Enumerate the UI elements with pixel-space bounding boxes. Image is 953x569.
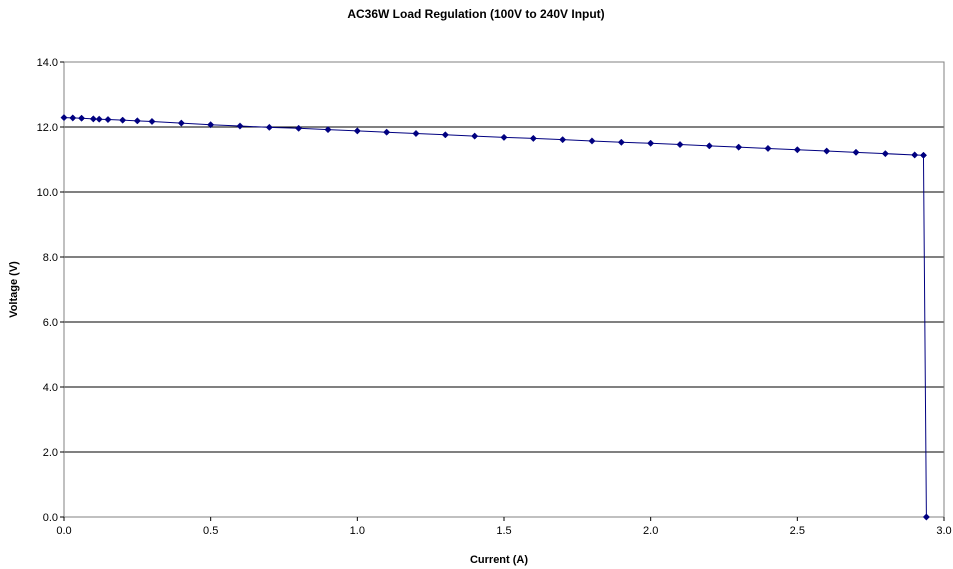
data-point (177, 119, 185, 127)
y-tick-label: 4.0 (43, 382, 58, 394)
data-point (881, 150, 889, 158)
x-tick-label: 1.5 (496, 525, 511, 537)
data-point (922, 513, 930, 521)
data-point (78, 114, 86, 122)
data-point (207, 121, 215, 129)
series-points (60, 114, 930, 521)
plot-area-frame (63, 61, 945, 518)
data-point (852, 148, 860, 156)
data-point (588, 137, 596, 145)
x-tick-label: 2.0 (643, 525, 658, 537)
y-axis-label: Voltage (V) (8, 261, 20, 318)
data-point (236, 122, 244, 130)
data-point (676, 140, 684, 149)
x-tick-label: 0.0 (56, 525, 71, 537)
data-point (647, 139, 655, 147)
data-point (529, 134, 537, 142)
data-point (471, 132, 479, 140)
y-tick-label: 12.0 (37, 122, 58, 134)
data-point (324, 126, 332, 134)
y-tick-label: 6.0 (43, 317, 58, 329)
data-point (295, 124, 303, 132)
x-tick-label: 1.0 (350, 525, 365, 537)
chart-title: AC36W Load Regulation (100V to 240V Inpu… (347, 7, 604, 21)
y-tick-label: 14.0 (37, 57, 58, 69)
data-point (104, 115, 112, 124)
x-axis-label: Current (A) (470, 554, 528, 566)
data-point (441, 131, 449, 139)
data-point (500, 133, 508, 141)
data-point (911, 151, 919, 159)
series-line (63, 117, 927, 518)
data-point (69, 114, 77, 122)
data-point (353, 127, 361, 135)
data-point (265, 123, 273, 131)
x-tick-label: 2.5 (790, 525, 805, 537)
y-tick-label: 10.0 (37, 187, 58, 199)
x-tick-label: 0.5 (203, 525, 218, 537)
data-point (60, 114, 68, 122)
data-point (705, 142, 713, 150)
data-point (133, 117, 141, 125)
data-point (764, 144, 772, 153)
data-point (793, 146, 801, 154)
data-point (148, 117, 156, 126)
data-point (89, 115, 97, 123)
y-tick-label: 0.0 (43, 512, 58, 524)
y-axis-ticks: 0.0 2.0 4.0 6.0 8.0 10.0 12.0 14.0 (37, 57, 64, 524)
x-axis-ticks: 0.0 0.5 1.0 1.5 2.0 2.5 3.0 (56, 517, 952, 537)
data-point (617, 138, 625, 146)
y-tick-label: 2.0 (43, 447, 58, 459)
data-point (559, 136, 567, 144)
data-point (823, 147, 831, 155)
data-point (95, 115, 103, 123)
data-point (119, 116, 127, 124)
data-point (383, 128, 391, 136)
data-point (412, 129, 420, 138)
data-point (919, 151, 928, 159)
gridlines (64, 126, 944, 453)
y-tick-label: 8.0 (43, 252, 58, 264)
x-tick-label: 3.0 (936, 525, 951, 537)
data-point (735, 143, 743, 151)
